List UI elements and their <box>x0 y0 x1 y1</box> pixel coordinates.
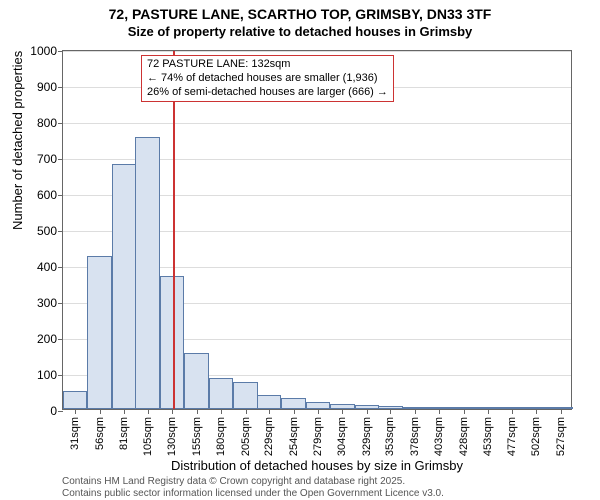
histogram-bar <box>233 382 257 409</box>
x-tick-mark <box>246 409 247 414</box>
chart-footer: Contains HM Land Registry data © Crown c… <box>62 476 444 499</box>
annotation-box: 72 PASTURE LANE: 132sqm← 74% of detached… <box>141 55 394 102</box>
y-tick-mark <box>58 339 63 340</box>
x-tick-mark <box>197 409 198 414</box>
annotation-line-2: ← 74% of detached houses are smaller (1,… <box>147 72 388 86</box>
x-tick-mark <box>124 409 125 414</box>
x-tick-label: 329sqm <box>361 417 373 456</box>
y-tick-label: 600 <box>37 188 57 202</box>
footer-line-1: Contains HM Land Registry data © Crown c… <box>62 476 444 488</box>
y-tick-mark <box>58 375 63 376</box>
y-tick-label: 400 <box>37 260 57 274</box>
y-tick-mark <box>58 159 63 160</box>
x-tick-mark <box>390 409 391 414</box>
chart-title-main: 72, PASTURE LANE, SCARTHO TOP, GRIMSBY, … <box>0 6 600 24</box>
x-tick-label: 477sqm <box>506 417 518 456</box>
x-tick-label: 254sqm <box>288 417 300 456</box>
annotation-line-3: 26% of semi-detached houses are larger (… <box>147 86 388 100</box>
x-tick-label: 279sqm <box>312 417 324 456</box>
x-tick-label: 453sqm <box>482 417 494 456</box>
footer-line-2: Contains public sector information licen… <box>62 488 444 500</box>
x-tick-label: 81sqm <box>118 417 130 450</box>
y-tick-mark <box>58 231 63 232</box>
x-tick-label: 130sqm <box>166 417 178 456</box>
histogram-bar <box>281 398 305 409</box>
y-tick-label: 700 <box>37 152 57 166</box>
histogram-bar <box>135 137 159 409</box>
y-tick-label: 200 <box>37 332 57 346</box>
chart-title-block: 72, PASTURE LANE, SCARTHO TOP, GRIMSBY, … <box>0 0 600 40</box>
x-tick-label: 56sqm <box>94 417 106 450</box>
y-tick-label: 800 <box>37 116 57 130</box>
x-tick-label: 403sqm <box>433 417 445 456</box>
histogram-bar <box>209 378 233 409</box>
x-tick-label: 378sqm <box>409 417 421 456</box>
y-tick-label: 1000 <box>30 44 57 58</box>
x-tick-mark <box>561 409 562 414</box>
x-axis-title: Distribution of detached houses by size … <box>62 458 572 473</box>
x-tick-label: 205sqm <box>240 417 252 456</box>
y-tick-mark <box>58 87 63 88</box>
histogram-bar <box>184 353 208 409</box>
x-tick-mark <box>536 409 537 414</box>
histogram-bar <box>257 395 281 409</box>
x-tick-label: 502sqm <box>530 417 542 456</box>
x-tick-mark <box>100 409 101 414</box>
x-tick-mark <box>415 409 416 414</box>
y-tick-mark <box>58 411 63 412</box>
x-tick-mark <box>512 409 513 414</box>
x-tick-label: 31sqm <box>69 417 81 450</box>
y-gridline <box>63 51 571 52</box>
y-tick-mark <box>58 51 63 52</box>
y-tick-mark <box>58 123 63 124</box>
x-tick-label: 527sqm <box>555 417 567 456</box>
y-tick-mark <box>58 267 63 268</box>
x-tick-mark <box>488 409 489 414</box>
x-tick-mark <box>75 409 76 414</box>
y-tick-label: 500 <box>37 224 57 238</box>
y-gridline <box>63 123 571 124</box>
y-tick-label: 0 <box>50 404 57 418</box>
x-tick-mark <box>439 409 440 414</box>
y-tick-label: 100 <box>37 368 57 382</box>
histogram-bar <box>306 402 330 409</box>
plot-frame: 0100200300400500600700800900100031sqm56s… <box>62 50 572 410</box>
x-tick-label: 353sqm <box>384 417 396 456</box>
x-tick-label: 304sqm <box>336 417 348 456</box>
property-marker-line <box>173 51 175 409</box>
x-tick-label: 428sqm <box>458 417 470 456</box>
histogram-bar <box>63 391 87 409</box>
x-tick-mark <box>342 409 343 414</box>
y-tick-mark <box>58 303 63 304</box>
x-tick-mark <box>148 409 149 414</box>
x-tick-mark <box>318 409 319 414</box>
x-tick-mark <box>221 409 222 414</box>
histogram-bar <box>112 164 136 409</box>
x-tick-mark <box>367 409 368 414</box>
x-tick-mark <box>464 409 465 414</box>
x-tick-label: 180sqm <box>215 417 227 456</box>
x-tick-mark <box>294 409 295 414</box>
x-tick-label: 105sqm <box>142 417 154 456</box>
y-tick-mark <box>58 195 63 196</box>
y-axis-title: Number of detached properties <box>10 51 25 230</box>
y-tick-label: 300 <box>37 296 57 310</box>
histogram-bar <box>87 256 111 409</box>
x-tick-mark <box>269 409 270 414</box>
chart-plot-area: 0100200300400500600700800900100031sqm56s… <box>62 50 572 410</box>
x-tick-label: 229sqm <box>263 417 275 456</box>
annotation-line-1: 72 PASTURE LANE: 132sqm <box>147 58 388 72</box>
chart-title-sub: Size of property relative to detached ho… <box>0 24 600 40</box>
x-tick-label: 155sqm <box>191 417 203 456</box>
x-tick-mark <box>172 409 173 414</box>
y-tick-label: 900 <box>37 80 57 94</box>
